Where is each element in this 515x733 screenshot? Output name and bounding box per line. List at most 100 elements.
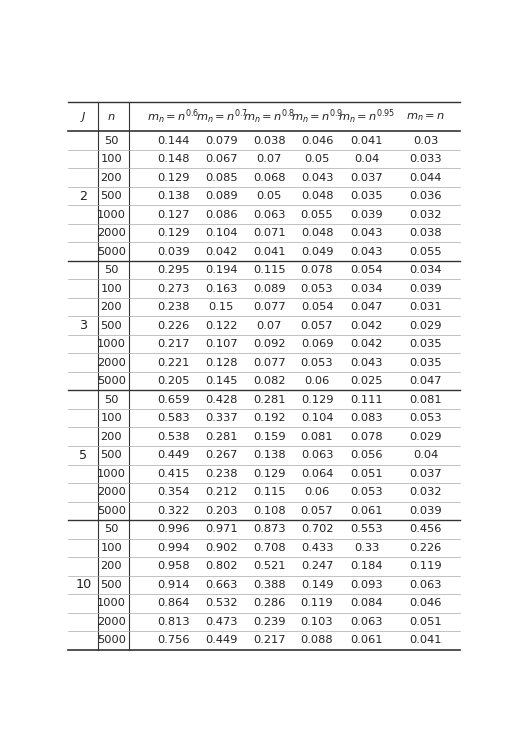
Text: 0.129: 0.129 <box>157 173 190 183</box>
Text: 0.051: 0.051 <box>351 469 383 479</box>
Text: 0.035: 0.035 <box>351 191 383 201</box>
Text: 0.281: 0.281 <box>253 395 285 405</box>
Text: 0.077: 0.077 <box>253 302 285 312</box>
Text: 0.184: 0.184 <box>351 561 383 571</box>
Text: 200: 200 <box>100 432 122 442</box>
Text: 0.043: 0.043 <box>351 247 383 257</box>
Text: 0.902: 0.902 <box>205 542 237 553</box>
Text: 500: 500 <box>100 450 123 460</box>
Text: 0.044: 0.044 <box>409 173 442 183</box>
Text: 0.267: 0.267 <box>205 450 237 460</box>
Text: 0.086: 0.086 <box>205 210 237 220</box>
Text: 10: 10 <box>75 578 92 592</box>
Text: 0.042: 0.042 <box>205 247 237 257</box>
Text: 0.083: 0.083 <box>351 413 383 423</box>
Text: 0.037: 0.037 <box>351 173 383 183</box>
Text: 0.035: 0.035 <box>409 358 442 368</box>
Text: 0.063: 0.063 <box>409 580 442 590</box>
Text: 0.138: 0.138 <box>157 191 190 201</box>
Text: 0.069: 0.069 <box>301 339 333 349</box>
Text: $m_n = n$: $m_n = n$ <box>406 111 445 122</box>
Text: 0.221: 0.221 <box>157 358 190 368</box>
Text: 0.092: 0.092 <box>253 339 285 349</box>
Text: 0.029: 0.029 <box>409 321 442 331</box>
Text: $J$: $J$ <box>80 110 87 124</box>
Text: 1000: 1000 <box>97 210 126 220</box>
Text: 0.873: 0.873 <box>253 524 285 534</box>
Text: 0.063: 0.063 <box>253 210 285 220</box>
Text: 2000: 2000 <box>97 616 126 627</box>
Text: 0.239: 0.239 <box>253 616 285 627</box>
Text: 0.149: 0.149 <box>301 580 333 590</box>
Text: 0.111: 0.111 <box>351 395 383 405</box>
Text: 0.119: 0.119 <box>409 561 442 571</box>
Text: 0.813: 0.813 <box>157 616 190 627</box>
Text: 0.06: 0.06 <box>304 487 330 497</box>
Text: 0.127: 0.127 <box>157 210 190 220</box>
Text: 0.129: 0.129 <box>253 469 285 479</box>
Text: 0.063: 0.063 <box>301 450 333 460</box>
Text: 0.128: 0.128 <box>205 358 237 368</box>
Text: 0.388: 0.388 <box>253 580 285 590</box>
Text: 0.163: 0.163 <box>205 284 237 294</box>
Text: 0.054: 0.054 <box>301 302 333 312</box>
Text: 0.068: 0.068 <box>253 173 285 183</box>
Text: 0.039: 0.039 <box>351 210 383 220</box>
Text: 0.971: 0.971 <box>205 524 237 534</box>
Text: 0.055: 0.055 <box>301 210 333 220</box>
Text: 0.042: 0.042 <box>351 339 383 349</box>
Text: 0.055: 0.055 <box>409 247 442 257</box>
Text: 0.354: 0.354 <box>157 487 190 497</box>
Text: 0.053: 0.053 <box>409 413 442 423</box>
Text: 0.025: 0.025 <box>351 376 383 386</box>
Text: 0.07: 0.07 <box>256 321 282 331</box>
Text: 0.029: 0.029 <box>409 432 442 442</box>
Text: 0.038: 0.038 <box>409 228 442 238</box>
Text: 0.192: 0.192 <box>253 413 285 423</box>
Text: 0.034: 0.034 <box>409 265 442 275</box>
Text: 0.159: 0.159 <box>253 432 285 442</box>
Text: 0.281: 0.281 <box>205 432 237 442</box>
Text: $m_n = n^{0.95}$: $m_n = n^{0.95}$ <box>338 108 396 126</box>
Text: 0.238: 0.238 <box>205 469 237 479</box>
Text: 0.081: 0.081 <box>409 395 442 405</box>
Text: 0.802: 0.802 <box>205 561 237 571</box>
Text: 0.33: 0.33 <box>354 542 380 553</box>
Text: 0.104: 0.104 <box>205 228 237 238</box>
Text: 0.217: 0.217 <box>253 636 285 645</box>
Text: 0.04: 0.04 <box>413 450 438 460</box>
Text: 1000: 1000 <box>97 469 126 479</box>
Text: 0.043: 0.043 <box>351 228 383 238</box>
Text: 0.583: 0.583 <box>157 413 190 423</box>
Text: 0.238: 0.238 <box>157 302 190 312</box>
Text: 0.051: 0.051 <box>409 616 442 627</box>
Text: 0.04: 0.04 <box>354 154 380 164</box>
Text: 0.532: 0.532 <box>205 598 237 608</box>
Text: 0.041: 0.041 <box>409 636 442 645</box>
Text: 0.078: 0.078 <box>301 265 333 275</box>
Text: 0.994: 0.994 <box>157 542 190 553</box>
Text: 0.061: 0.061 <box>351 506 383 516</box>
Text: 0.039: 0.039 <box>409 506 442 516</box>
Text: 0.521: 0.521 <box>253 561 285 571</box>
Text: 0.085: 0.085 <box>205 173 237 183</box>
Text: 500: 500 <box>100 191 123 201</box>
Text: 2000: 2000 <box>97 487 126 497</box>
Text: 0.996: 0.996 <box>157 524 190 534</box>
Text: 0.039: 0.039 <box>157 247 190 257</box>
Text: 2000: 2000 <box>97 228 126 238</box>
Text: 0.203: 0.203 <box>205 506 237 516</box>
Text: 1000: 1000 <box>97 598 126 608</box>
Text: 500: 500 <box>100 580 123 590</box>
Text: 5000: 5000 <box>97 247 126 257</box>
Text: 0.205: 0.205 <box>157 376 190 386</box>
Text: 2000: 2000 <box>97 358 126 368</box>
Text: 0.129: 0.129 <box>301 395 333 405</box>
Text: 100: 100 <box>100 413 123 423</box>
Text: 500: 500 <box>100 321 123 331</box>
Text: 0.057: 0.057 <box>301 321 333 331</box>
Text: 100: 100 <box>100 154 123 164</box>
Text: 0.217: 0.217 <box>157 339 190 349</box>
Text: 0.103: 0.103 <box>301 616 333 627</box>
Text: 0.093: 0.093 <box>351 580 383 590</box>
